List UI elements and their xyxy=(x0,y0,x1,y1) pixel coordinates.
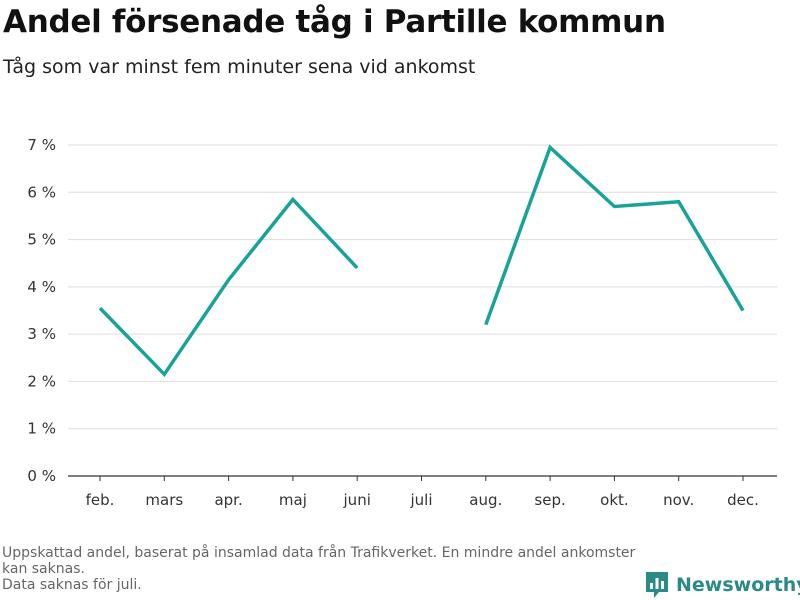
series-line-segment xyxy=(98,196,359,378)
newsworthy-icon xyxy=(646,572,668,598)
y-tick-label: 6 % xyxy=(27,183,56,201)
x-axis: feb. mars apr. maj juni juli aug. sep. okt. nov. d… xyxy=(86,476,759,509)
x-tick-label: aug. xyxy=(469,491,502,509)
footnote-source: Uppskattad andel, baserat på insamlad da… xyxy=(2,545,636,577)
x-tick-label: dec. xyxy=(727,491,759,509)
x-tick-label: okt. xyxy=(600,491,629,509)
footnote: Uppskattad andel, baserat på insamlad da… xyxy=(2,545,642,593)
chart-title: Andel försenade tåg i Partille kommun xyxy=(3,4,666,40)
y-tick-label: 3 % xyxy=(27,325,56,343)
footnote-missing: Data saknas för juli. xyxy=(2,577,142,593)
y-tick-label: 2 % xyxy=(27,372,56,390)
x-tick-label: maj xyxy=(279,491,307,509)
brand-logo: Newsworthy xyxy=(644,570,800,600)
x-tick-label: juli xyxy=(409,491,432,509)
y-tick-label: 1 % xyxy=(27,420,56,438)
brand-name: Newsworthy xyxy=(676,574,800,596)
x-tick-label: sep. xyxy=(534,491,565,509)
chart-subtitle: Tåg som var minst fem minuter sena vid a… xyxy=(3,56,476,78)
y-tick-label: 0 % xyxy=(27,467,56,485)
y-tick-label: 7 % xyxy=(27,136,56,154)
grid xyxy=(68,144,777,477)
x-tick-label: apr. xyxy=(214,491,242,509)
series-line-segment xyxy=(484,144,745,326)
x-tick-label: nov. xyxy=(663,491,694,509)
y-tick-label: 4 % xyxy=(27,278,56,296)
x-tick-label: juni xyxy=(343,491,371,509)
y-axis: 0 % 1 % 2 % 3 % 4 % 5 % 6 % 7 % xyxy=(27,136,56,485)
x-tick-label: feb. xyxy=(86,491,115,509)
x-tick-label: mars xyxy=(145,491,183,509)
series-line xyxy=(98,144,745,378)
y-tick-label: 5 % xyxy=(27,231,56,249)
